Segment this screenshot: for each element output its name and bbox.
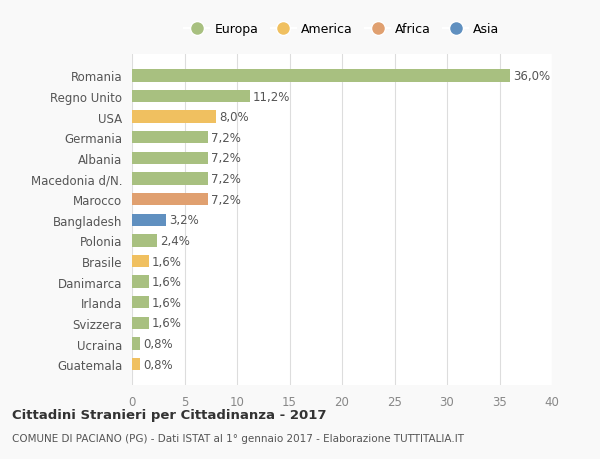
Bar (132, 91, 250, 103)
Text: 3,2%: 3,2% (169, 214, 199, 227)
Text: 7,2%: 7,2% (211, 152, 241, 165)
Text: 1,6%: 1,6% (152, 296, 182, 309)
Text: 11,2%: 11,2% (253, 90, 290, 103)
Text: 7,2%: 7,2% (211, 193, 241, 206)
Bar (132, 276, 149, 288)
Text: 1,6%: 1,6% (152, 317, 182, 330)
Bar (132, 358, 140, 370)
Bar (132, 194, 208, 206)
Bar (132, 214, 166, 226)
Bar (132, 255, 149, 268)
Legend: Europa, America, Africa, Asia: Europa, America, Africa, Asia (179, 18, 505, 41)
Bar (132, 338, 140, 350)
Bar (132, 70, 510, 83)
Text: 36,0%: 36,0% (513, 70, 550, 83)
Bar (132, 297, 149, 309)
Text: 1,6%: 1,6% (152, 255, 182, 268)
Text: 0,8%: 0,8% (143, 358, 173, 371)
Text: 2,4%: 2,4% (160, 235, 190, 247)
Text: 7,2%: 7,2% (211, 173, 241, 185)
Bar (132, 317, 149, 330)
Bar (132, 235, 157, 247)
Bar (132, 152, 208, 165)
Text: COMUNE DI PACIANO (PG) - Dati ISTAT al 1° gennaio 2017 - Elaborazione TUTTITALIA: COMUNE DI PACIANO (PG) - Dati ISTAT al 1… (12, 433, 464, 442)
Bar (132, 111, 216, 123)
Bar (132, 173, 208, 185)
Text: Cittadini Stranieri per Cittadinanza - 2017: Cittadini Stranieri per Cittadinanza - 2… (12, 408, 326, 421)
Bar (132, 132, 208, 144)
Text: 7,2%: 7,2% (211, 132, 241, 145)
Text: 1,6%: 1,6% (152, 275, 182, 289)
Text: 8,0%: 8,0% (219, 111, 249, 124)
Text: 0,8%: 0,8% (143, 337, 173, 350)
